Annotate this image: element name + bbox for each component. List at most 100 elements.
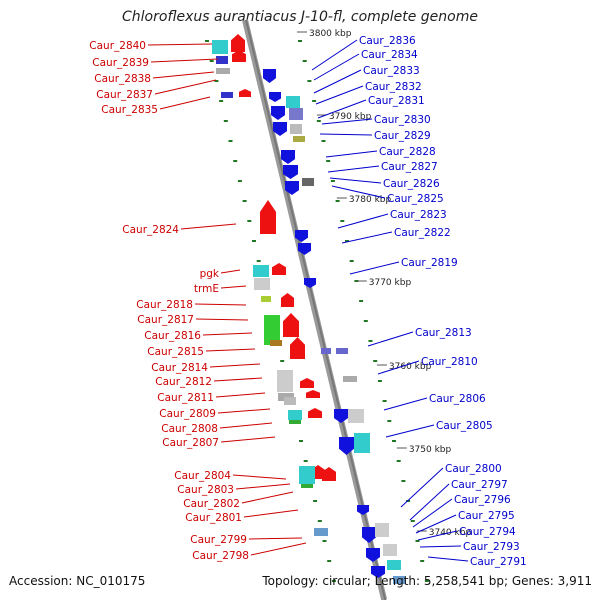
right-leader-line — [341, 231, 393, 244]
right-track-tick — [316, 120, 321, 122]
right-track-tick — [363, 320, 368, 322]
gene-category-block — [375, 523, 389, 537]
reverse-gene-arrow — [366, 548, 380, 562]
right-leader-line — [329, 177, 382, 184]
left-track-tick — [214, 80, 219, 82]
left-leader-line — [220, 285, 247, 289]
gene-category-block — [216, 56, 228, 64]
gene-label-left: Caur_2799 — [190, 534, 247, 546]
forward-gene-arrow — [306, 390, 320, 398]
right-leader-line — [313, 69, 362, 94]
gene-category-block — [393, 576, 405, 584]
reverse-gene-arrow — [304, 278, 316, 288]
reverse-gene-arrow — [263, 69, 276, 83]
gene-label-left: Caur_2798 — [192, 550, 249, 562]
right-leader-line — [383, 397, 428, 411]
gene-category-block — [336, 348, 348, 354]
forward-gene-arrow — [290, 337, 305, 359]
gene-category-block — [253, 265, 269, 277]
reverse-gene-arrow — [295, 230, 308, 242]
gene-label-left: Caur_2818 — [136, 299, 193, 311]
gene-label-right: Caur_2797 — [451, 479, 508, 491]
left-leader-line — [194, 303, 247, 306]
right-track-tick — [373, 360, 378, 362]
reverse-gene-arrow — [271, 106, 285, 120]
right-leader-line — [412, 498, 453, 528]
gene-label-left: Caur_2807 — [162, 437, 219, 449]
left-track-tick — [242, 200, 247, 202]
reverse-gene-arrow — [298, 243, 311, 255]
gene-label-left: Caur_2838 — [94, 73, 151, 85]
gene-label-right: Caur_2830 — [374, 114, 431, 126]
left-track-tick — [219, 100, 224, 102]
gene-label-right: Caur_2828 — [379, 146, 436, 158]
left-track-tick — [331, 580, 336, 582]
right-leader-line — [377, 360, 420, 375]
gene-label-left: Caur_2817 — [137, 314, 194, 326]
left-leader-line — [202, 332, 253, 336]
right-track-tick — [330, 180, 335, 182]
gene-label-left: Caur_2840 — [89, 40, 146, 52]
gene-label-right: Caur_2836 — [359, 35, 416, 47]
left-track-tick — [228, 140, 233, 142]
left-track-tick — [322, 540, 327, 542]
left-leader-line — [209, 363, 261, 368]
gene-label-left: Caur_2812 — [155, 376, 212, 388]
gene-category-block — [284, 397, 296, 405]
right-leader-line — [337, 213, 389, 229]
forward-gene-arrow — [300, 378, 314, 388]
left-leader-line — [152, 71, 215, 79]
right-track-tick — [345, 240, 349, 242]
right-track-tick — [340, 220, 345, 222]
forward-gene-arrow — [231, 34, 245, 52]
right-track-tick — [424, 580, 429, 582]
gene-category-block — [212, 40, 228, 54]
gene-category-block — [277, 370, 293, 392]
reverse-gene-arrow — [283, 165, 298, 179]
gene-category-block — [270, 340, 282, 346]
left-leader-line — [219, 422, 273, 429]
genome-backbone-core — [245, 19, 387, 600]
right-track-tick — [312, 100, 317, 102]
gene-label-right: Caur_2810 — [421, 356, 478, 368]
right-leader-line — [427, 556, 469, 562]
gene-label-left: Caur_2815 — [147, 346, 204, 358]
gene-category-block — [348, 409, 364, 423]
left-leader-line — [195, 318, 249, 321]
right-track-tick — [377, 380, 382, 382]
gene-label-right: Caur_2813 — [415, 327, 472, 339]
right-track-tick — [396, 460, 401, 462]
ruler-label: 3800 kbp — [309, 29, 352, 39]
right-leader-line — [331, 185, 386, 199]
left-track-tick — [317, 520, 322, 522]
gene-label-left: Caur_2824 — [122, 224, 179, 236]
ruler-label: 3790 kbp — [329, 112, 372, 122]
gene-label-left: trmE — [194, 283, 219, 295]
gene-label-left: Caur_2802 — [183, 498, 240, 510]
gene-category-block — [354, 433, 370, 453]
gene-category-block — [264, 315, 280, 345]
gene-label-left: pgk — [200, 268, 220, 280]
ruler-label: 3750 kbp — [409, 445, 452, 455]
ruler-label: 3770 kbp — [369, 278, 412, 288]
gene-label-right: Caur_2831 — [368, 95, 425, 107]
gene-label-right: Caur_2796 — [454, 494, 511, 506]
gene-label-right: Caur_2822 — [394, 227, 451, 239]
reverse-gene-arrow — [269, 92, 281, 102]
gene-label-right: Caur_2800 — [445, 463, 502, 475]
reverse-gene-arrow — [285, 181, 299, 195]
left-leader-line — [232, 474, 287, 480]
right-leader-line — [367, 331, 414, 347]
gene-category-block — [343, 376, 357, 382]
left-track-tick — [256, 260, 261, 262]
gene-label-right: Caur_2829 — [374, 130, 431, 142]
gene-category-block — [302, 178, 314, 186]
gene-label-left: Caur_2837 — [96, 89, 153, 101]
gene-label-right: Caur_2827 — [381, 161, 438, 173]
left-track-tick — [280, 360, 285, 362]
gene-category-block — [321, 348, 331, 354]
right-leader-line — [400, 467, 444, 508]
accession-text: Accession: NC_010175 — [9, 574, 146, 588]
left-leader-line — [235, 483, 291, 490]
gene-label-right: Caur_2825 — [387, 193, 444, 205]
